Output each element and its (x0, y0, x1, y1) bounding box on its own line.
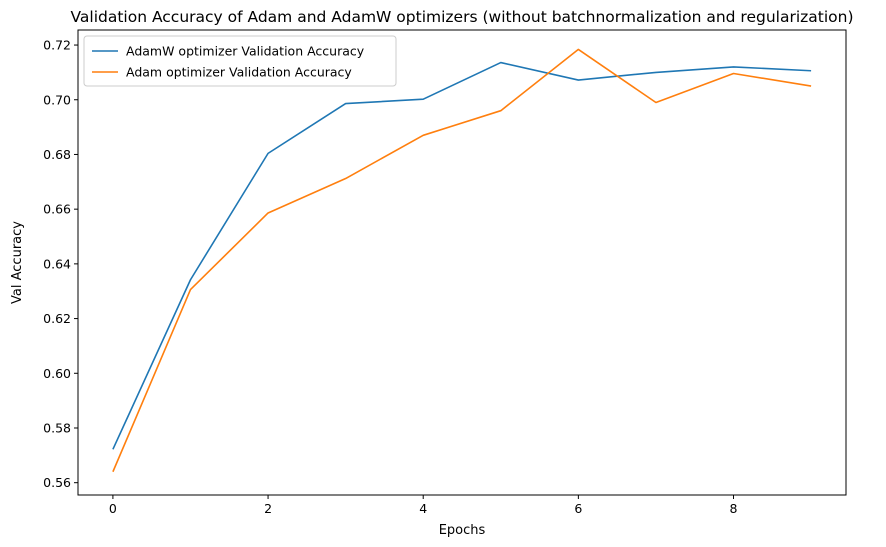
x-tick-label: 8 (730, 501, 738, 516)
legend-entry-label: Adam optimizer Validation Accuracy (126, 65, 352, 80)
chart-title: Validation Accuracy of Adam and AdamW op… (70, 8, 853, 26)
x-tick-label: 6 (574, 501, 582, 516)
y-axis-label: Val Accuracy (10, 221, 25, 304)
series-line-adam (112, 48, 812, 473)
y-tick-label: 0.60 (43, 366, 71, 381)
x-tick-label: 0 (109, 501, 117, 516)
y-tick-label: 0.68 (43, 147, 71, 162)
x-axis-label: Epochs (439, 523, 486, 538)
y-tick-label: 0.62 (43, 311, 71, 326)
y-tick-label: 0.64 (43, 256, 71, 271)
y-tick-label: 0.56 (43, 475, 71, 490)
series-lines (112, 48, 812, 473)
legend-box (83, 35, 397, 87)
y-tick-label: 0.58 (43, 420, 71, 435)
y-tick-label: 0.66 (43, 202, 71, 217)
x-axis: 0 2 4 6 8 (109, 495, 738, 516)
plot-frame (77, 29, 847, 496)
legend: AdamW optimizer Validation Accuracy Adam … (83, 35, 397, 87)
y-tick-label: 0.70 (43, 92, 71, 107)
legend-entry-label: AdamW optimizer Validation Accuracy (126, 44, 365, 59)
y-axis: 0.56 0.58 0.60 0.62 0.64 0.66 0.68 0.70 0.72 (43, 38, 78, 490)
x-tick-label: 4 (419, 501, 427, 516)
series-line-adamw (112, 61, 812, 450)
x-tick-label: 2 (264, 501, 272, 516)
y-tick-label: 0.72 (43, 38, 71, 53)
